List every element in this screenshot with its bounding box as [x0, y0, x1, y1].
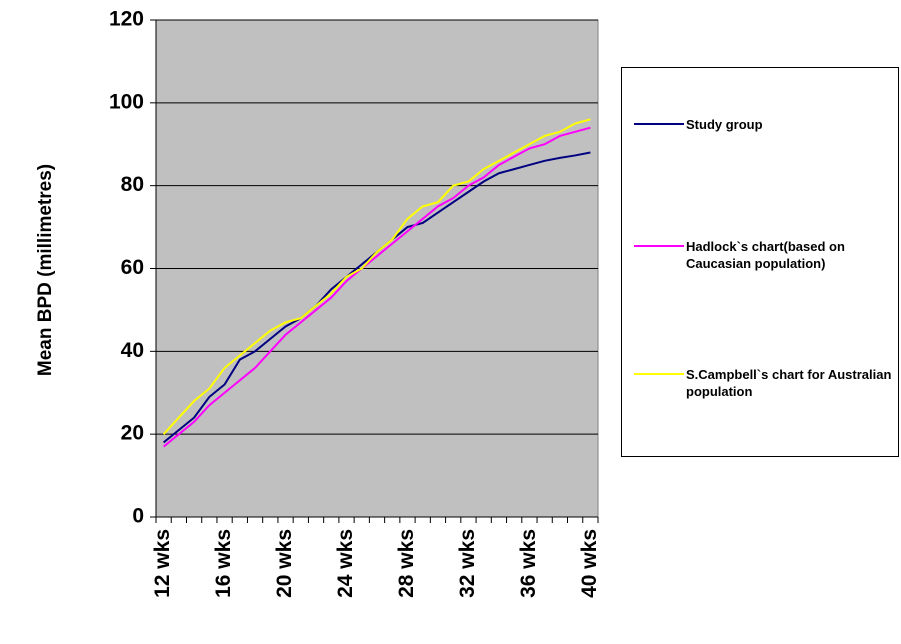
legend-entry: Hadlock`s chart(based on Caucasian popul…: [634, 238, 896, 272]
x-tick-label: 16 wks: [212, 529, 235, 598]
legend-swatch: [634, 373, 684, 375]
x-tick-label: 40 wks: [578, 529, 601, 598]
y-tick-label: 20: [121, 422, 144, 445]
legend-entry: S.Campbell`s chart for Australian popula…: [634, 366, 896, 400]
legend-label: Hadlock`s chart(based on Caucasian popul…: [686, 239, 845, 271]
x-tick-label: 24 wks: [334, 529, 357, 598]
x-tick-label: 28 wks: [395, 529, 418, 598]
legend: Study group Hadlock`s chart(based on Cauc…: [621, 67, 899, 457]
x-tick-label: 36 wks: [517, 529, 540, 598]
series-line: [162, 126, 591, 448]
y-tick-label: 0: [132, 505, 144, 528]
x-tick-label: 32 wks: [456, 529, 479, 598]
legend-entry: Study group: [634, 116, 896, 133]
y-axis-title: Mean BPD (millimetres): [35, 164, 56, 376]
y-tick-label: 120: [109, 8, 144, 31]
legend-swatch: [634, 123, 684, 125]
legend-label: S.Campbell`s chart for Australian popula…: [686, 367, 892, 399]
x-tick-label: 12 wks: [151, 529, 174, 598]
series-line: [162, 118, 591, 435]
y-tick-label: 80: [121, 173, 144, 196]
y-tick-label: 40: [121, 339, 144, 362]
legend-label: Study group: [686, 117, 763, 132]
legend-swatch: [634, 245, 684, 247]
x-tick-label: 20 wks: [273, 529, 296, 598]
y-tick-label: 60: [121, 256, 144, 279]
y-tick-label: 100: [109, 90, 144, 113]
